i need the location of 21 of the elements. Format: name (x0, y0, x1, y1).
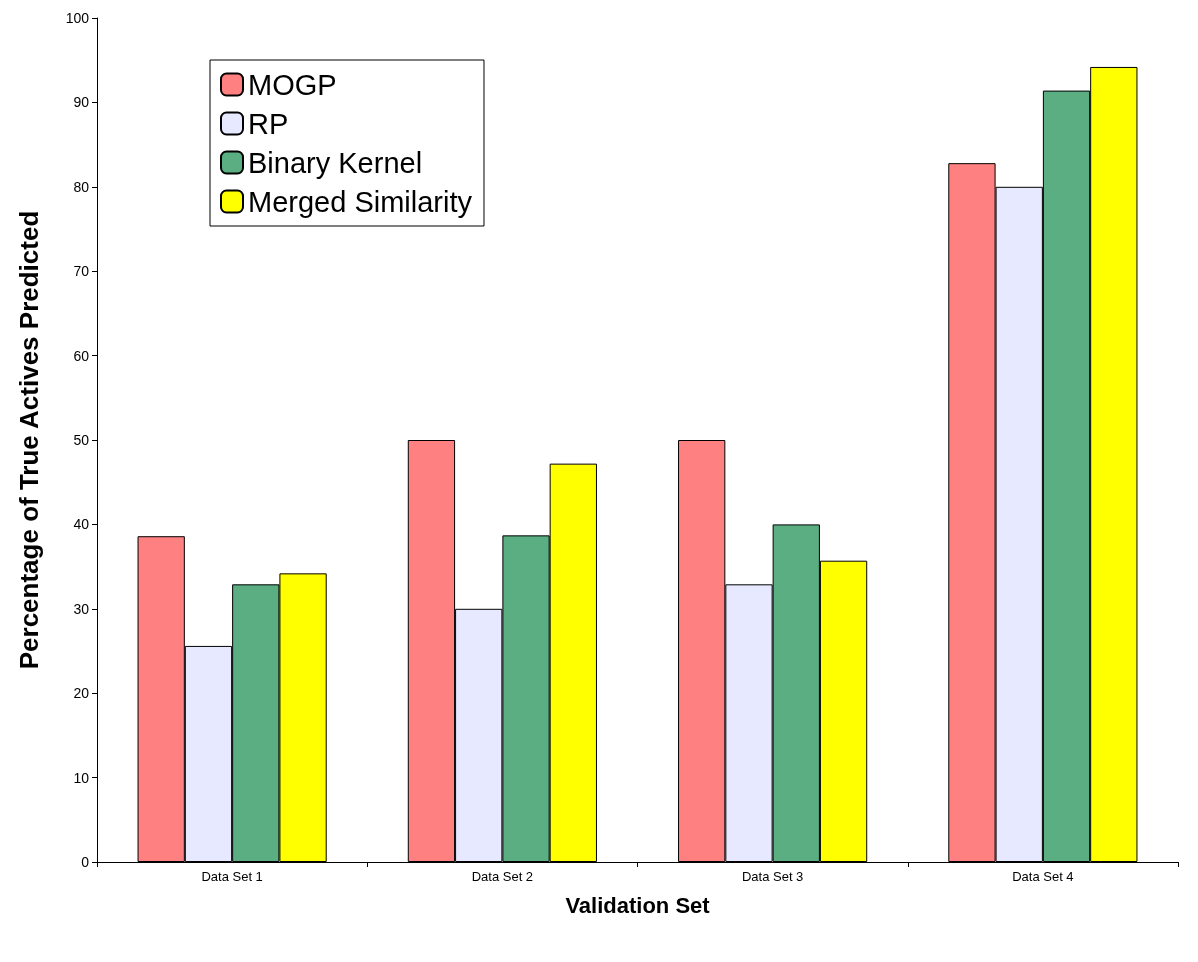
y-tick-label: 20 (73, 685, 90, 702)
x-tick-label: Data Set 2 (471, 869, 534, 884)
y-tick-label: 0 (81, 854, 90, 870)
y-tick-label: 70 (73, 263, 90, 280)
y-tick-label: 60 (73, 347, 90, 364)
y-tick-label: 10 (73, 769, 90, 786)
y-tick-label: 40 (73, 516, 90, 533)
legend-label: MOGP (248, 68, 337, 101)
y-tick-label: 90 (73, 94, 90, 111)
y-tick-label: 100 (65, 10, 90, 26)
y-tick-label: 80 (73, 178, 90, 195)
x-tick-label: Data Set 3 (741, 869, 804, 884)
legend-label: RP (248, 107, 289, 140)
legend-label: Binary Kernel (248, 146, 423, 179)
x-tick-label: Data Set 1 (201, 869, 263, 884)
legend-label: Merged Similarity (248, 185, 473, 218)
y-tick-label: 30 (73, 600, 90, 617)
y-axis-title: Percentage of True Actives Predicted (14, 210, 44, 670)
x-tick-label: Data Set 4 (1012, 869, 1074, 884)
y-tick-label: 50 (73, 432, 90, 448)
x-axis-title: Validation Set (565, 892, 711, 918)
